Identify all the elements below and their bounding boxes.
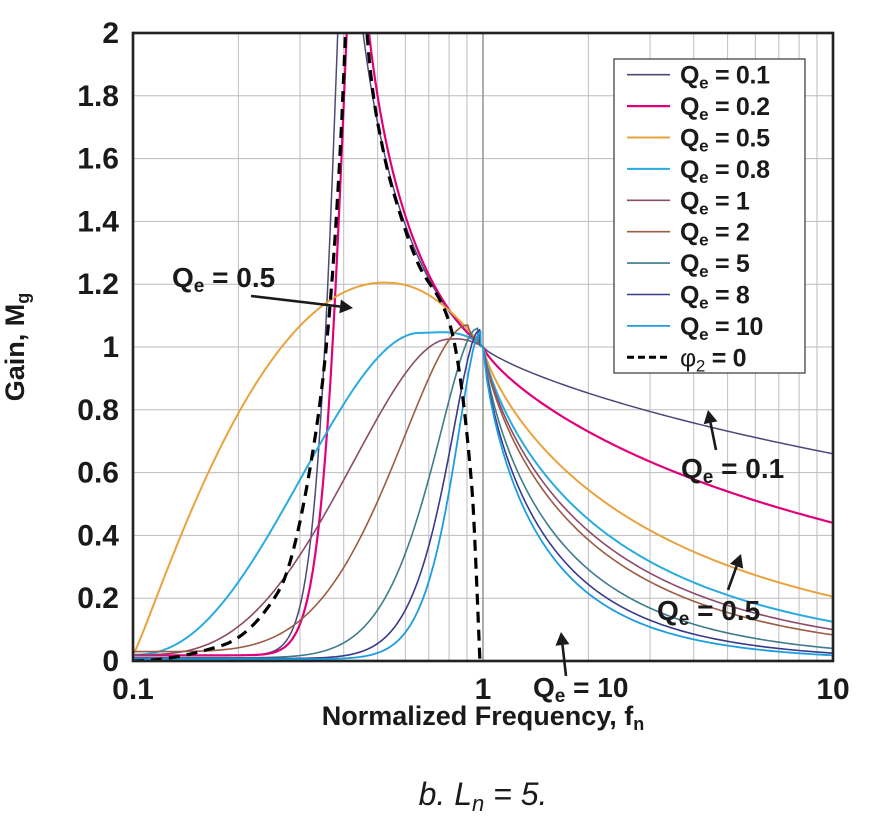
svg-text:0.2: 0.2 [77,582,119,615]
svg-text:Qe = 8: Qe = 8 [680,282,750,313]
svg-text:Qe = 1: Qe = 1 [680,187,750,218]
svg-text:1.6: 1.6 [77,143,119,176]
svg-text:10: 10 [816,673,849,706]
svg-text:Qe = 0.2: Qe = 0.2 [680,93,770,124]
svg-text:0.4: 0.4 [77,519,119,552]
svg-text:Qe = 0.5: Qe = 0.5 [172,262,275,297]
svg-text:0.1: 0.1 [112,673,154,706]
svg-text:Qe = 0.1: Qe = 0.1 [680,62,770,93]
svg-text:Qe = 10: Qe = 10 [680,313,763,344]
svg-text:2: 2 [102,17,119,50]
svg-text:Qe = 0.5: Qe = 0.5 [657,595,760,630]
svg-text:0.8: 0.8 [77,394,119,427]
svg-text:Gain, Mg: Gain, Mg [0,293,33,402]
svg-text:1.4: 1.4 [77,205,119,238]
svg-text:Qe = 2: Qe = 2 [680,219,750,250]
svg-text:Normalized Frequency, fn: Normalized Frequency, fn [322,701,645,734]
svg-text:1.2: 1.2 [77,268,119,301]
svg-text:Qe = 0.1: Qe = 0.1 [681,453,784,488]
svg-text:Qe = 0.5: Qe = 0.5 [680,125,770,156]
svg-text:φ2 = 0: φ2 = 0 [680,344,746,375]
svg-text:1: 1 [102,331,119,364]
svg-text:0.6: 0.6 [77,457,119,490]
svg-text:1.8: 1.8 [77,80,119,113]
svg-text:Qe = 5: Qe = 5 [680,250,750,281]
svg-text:Qe = 0.8: Qe = 0.8 [680,156,770,187]
